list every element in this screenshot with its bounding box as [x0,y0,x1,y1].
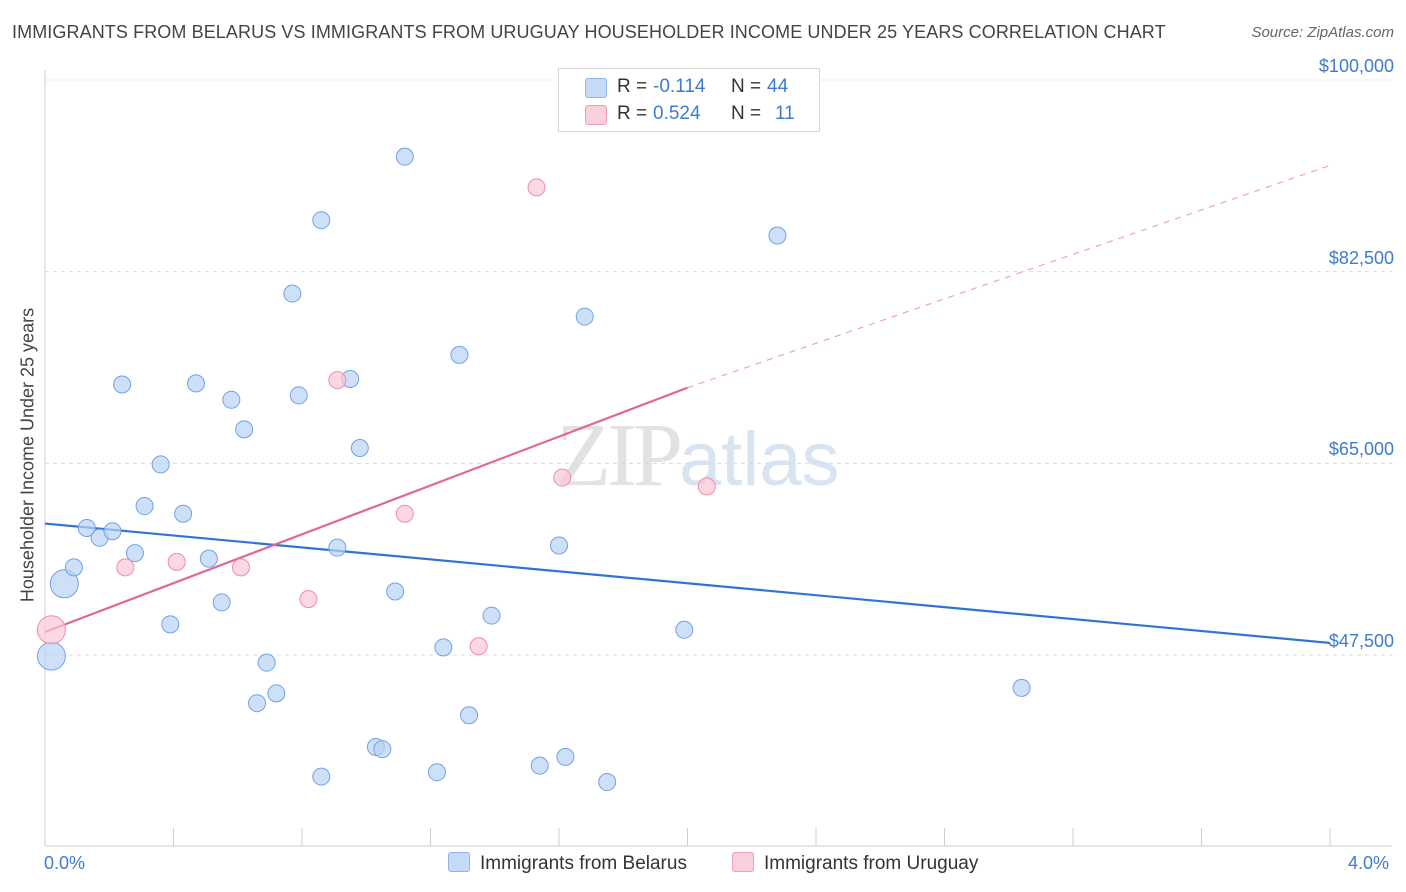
data-point-belarus [373,740,392,759]
data-point-belarus [460,706,479,725]
data-point-belarus [768,226,787,245]
trend-line-belarus [44,522,1331,645]
data-point-belarus [530,756,549,775]
data-point-belarus [427,763,446,782]
legend-n-label: N = [731,76,762,97]
data-point-belarus [161,615,180,634]
source-label: Source: ZipAtlas.com [1251,24,1394,41]
legend-swatch-uruguay [585,105,607,125]
data-point-uruguay [167,552,186,571]
data-point-belarus [289,386,308,405]
legend-r-value: 0.524 [653,103,701,124]
trend-line-uruguay [44,386,688,634]
data-point-belarus [1012,678,1031,697]
data-point-belarus [186,374,205,393]
data-point-belarus [103,522,122,541]
legend-n-value: 11 [775,103,795,124]
trend-line-uruguay-extension [687,164,1331,389]
data-point-belarus [267,684,286,703]
data-point-belarus [434,638,453,657]
data-point-belarus [125,544,144,563]
legend-row-belarus: R = -0.114 N = 44 [559,74,819,102]
data-point-uruguay [697,477,716,496]
legend-r-label: R = [617,103,648,124]
y-tick-label: $100,000 [1318,56,1394,76]
chart-title: IMMIGRANTS FROM BELARUS VS IMMIGRANTS FR… [12,22,1166,42]
data-point-belarus [113,375,132,394]
legend-swatch-belarus [585,78,607,98]
legend-row-uruguay: R = 0.524 N = 11 [559,101,819,129]
data-point-belarus [36,641,66,671]
axes [44,70,1392,847]
data-point-belarus [450,345,469,364]
series-legend-uruguay: Immigrants from Uruguay [732,852,978,875]
data-point-uruguay [395,504,414,523]
series-swatch-belarus [448,852,470,872]
data-point-belarus [199,549,218,568]
data-point-uruguay [36,615,66,645]
data-point-belarus [395,147,414,166]
y-tick-label: $65,000 [1328,439,1394,460]
legend-n-label: N = [731,103,762,124]
data-point-uruguay [553,468,572,487]
data-point-belarus [312,767,331,786]
data-point-belarus [283,284,302,303]
data-point-belarus [350,439,369,457]
data-point-belarus [575,307,594,326]
legend-r-value: -0.114 [653,76,706,97]
data-point-belarus [386,582,405,601]
trend-lines [44,164,1331,645]
x-tick-label-max: 4.0% [1348,853,1390,873]
x-tick-label-min: 0.0% [44,853,86,873]
data-point-belarus [212,593,231,612]
data-point-uruguay [527,178,546,197]
data-points [36,147,1031,792]
data-point-belarus [174,504,193,523]
series-name-uruguay: Immigrants from Uruguay [764,853,979,874]
correlation-legend: R = -0.114 N = 44 R = 0.524 N = 11 [558,68,820,132]
data-point-belarus [222,390,241,409]
data-point-belarus [312,211,331,230]
y-axis-label: Householder Income Under 25 years [17,307,38,603]
series-name-belarus: Immigrants from Belarus [480,853,687,874]
data-point-belarus [482,606,501,625]
series-swatch-uruguay [732,852,754,872]
data-point-uruguay [328,371,347,390]
y-tick-label: $47,500 [1328,631,1394,651]
series-legend-belarus: Immigrants from Belarus [448,852,687,875]
data-point-belarus [556,747,575,766]
data-point-belarus [598,773,617,792]
data-point-uruguay [469,637,488,656]
data-point-uruguay [116,558,135,577]
data-point-belarus [64,558,83,577]
legend-r-label: R = [617,76,648,97]
data-point-uruguay [231,558,250,577]
data-point-belarus [328,538,347,557]
data-point-uruguay [299,590,318,609]
data-point-belarus [257,653,276,672]
watermark-zip: ZIP [556,406,683,505]
data-point-belarus [675,620,694,639]
y-tick-label: $82,500 [1328,247,1394,268]
data-point-belarus [235,420,254,439]
legend-n-value: 44 [767,76,789,97]
data-point-belarus [151,455,170,474]
data-point-belarus [77,518,96,537]
data-point-belarus [550,536,568,555]
data-point-belarus [49,569,79,599]
watermark: ZIPatlas [556,404,840,507]
data-point-belarus [248,694,267,713]
data-point-belarus [135,497,154,516]
